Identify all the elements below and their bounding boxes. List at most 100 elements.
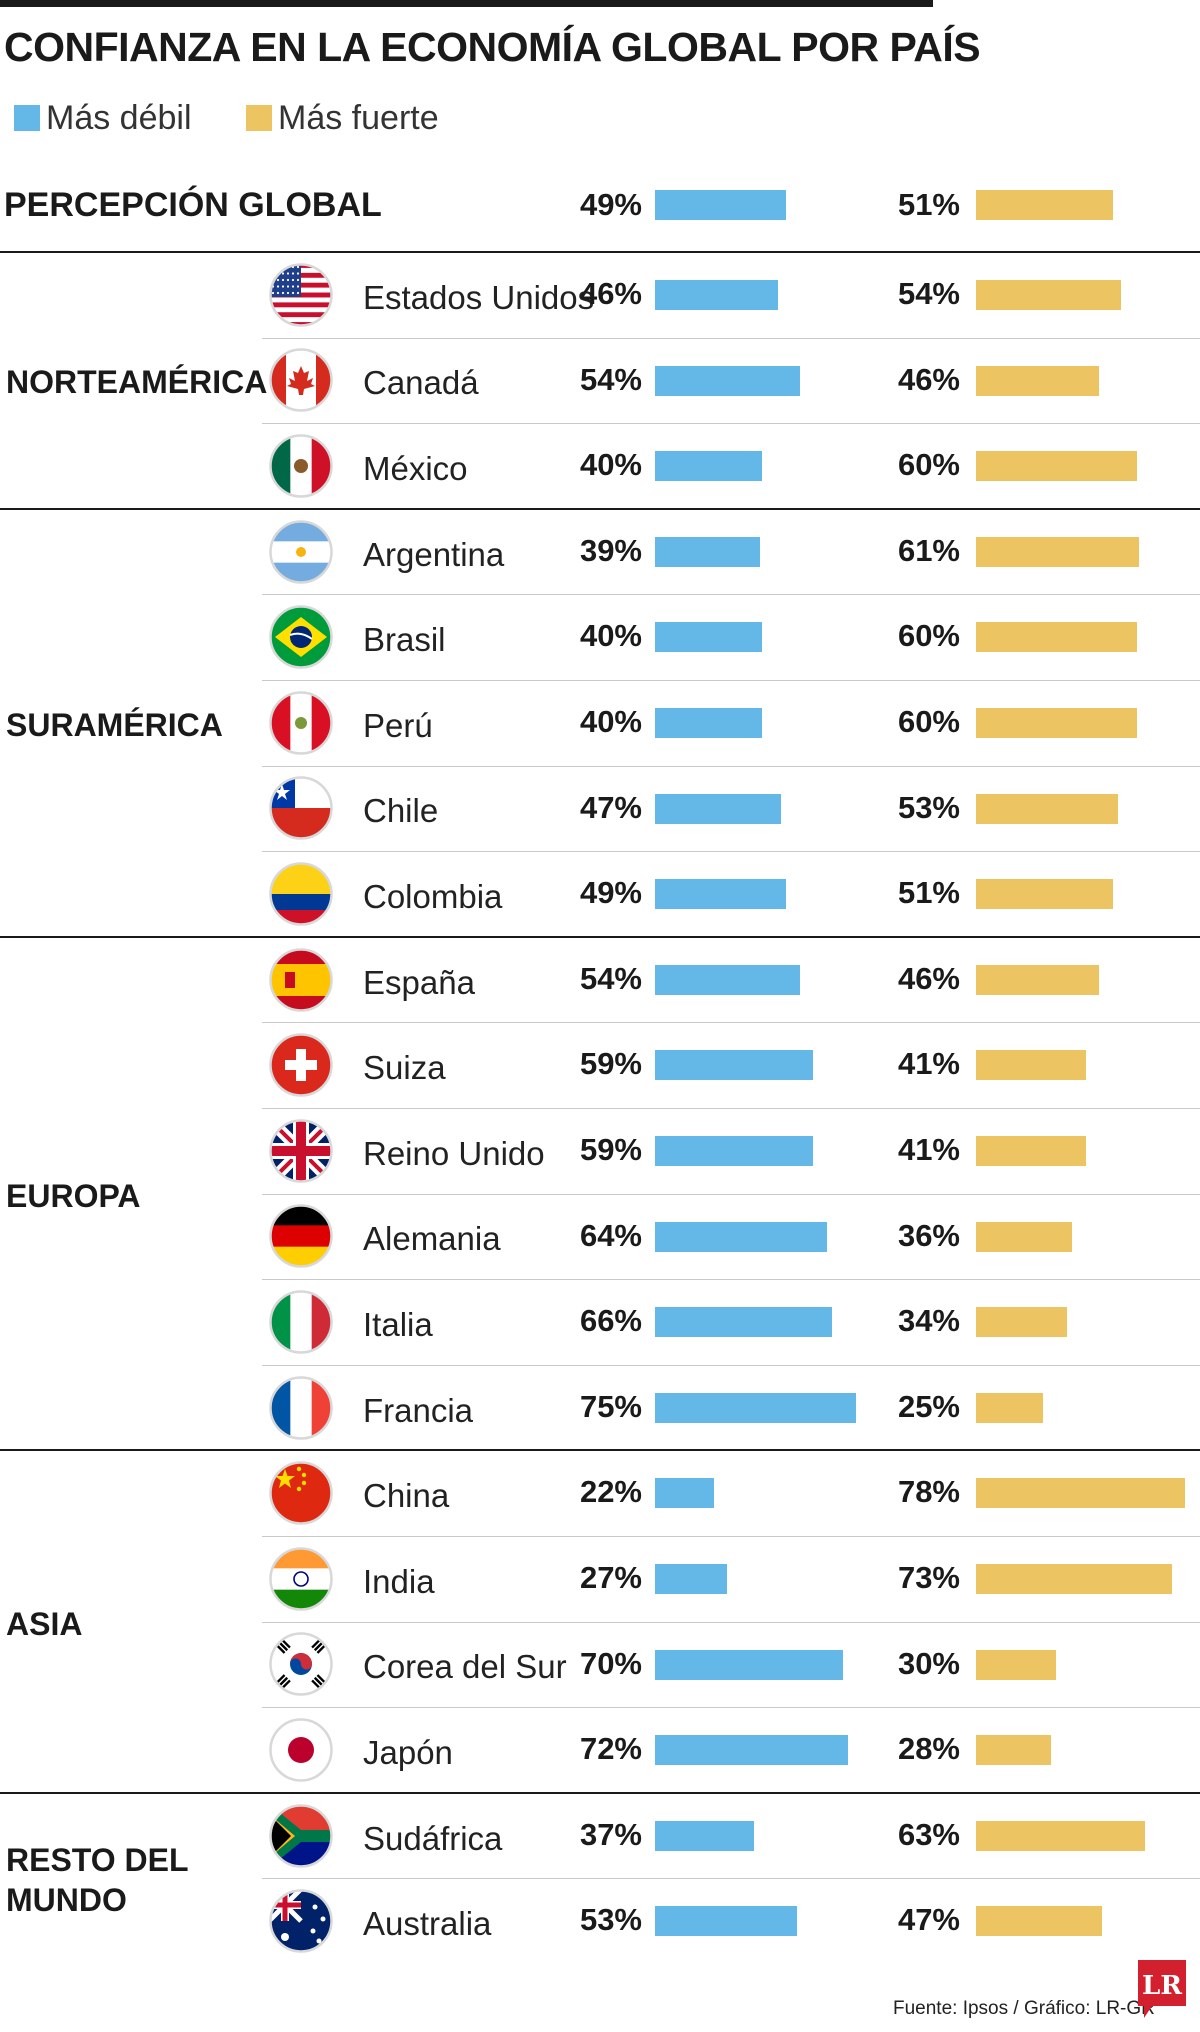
strong-value: 47% [897, 1902, 960, 1938]
weak-value: 59% [579, 1132, 642, 1167]
strong-value: 60% [897, 618, 960, 654]
country-name: Suiza [363, 1049, 446, 1087]
country-name: Italia [363, 1306, 433, 1343]
strong-value: 41% [897, 1132, 960, 1167]
country-name: Colombia [363, 878, 503, 915]
switzerland-flag-icon [269, 1033, 333, 1097]
strong-value: 78% [897, 1474, 960, 1510]
strong-bar [976, 1307, 1068, 1338]
strong-value: 54% [897, 276, 960, 311]
spain-flag-icon [269, 947, 333, 1012]
row-separator [262, 1022, 1200, 1024]
lr-logo-text: LR [1142, 1971, 1182, 2001]
strong-value: 63% [897, 1816, 960, 1852]
country-name: China [363, 1477, 450, 1515]
argentina-flag-icon [269, 519, 333, 584]
japan-flag-icon [269, 1718, 333, 1782]
strong-value: 51% [897, 875, 960, 911]
strong-bar [976, 879, 1113, 910]
australia-flag-icon [269, 1889, 333, 1953]
weak-bar [655, 1221, 827, 1252]
strong-value: 46% [897, 960, 960, 996]
row-separator [262, 1536, 1200, 1537]
italy-flag-icon [269, 1290, 333, 1354]
weak-value: 53% [579, 1902, 642, 1938]
germany-flag-icon [269, 1204, 333, 1269]
country-name: Sudáfrica [363, 1819, 503, 1857]
legend-weak-swatch [14, 105, 40, 131]
row-separator [262, 337, 1200, 339]
strong-bar [976, 622, 1137, 653]
weak-bar [655, 964, 800, 995]
weak-bar [655, 1136, 814, 1166]
weak-value: 54% [579, 960, 642, 996]
weak-value: 70% [579, 1645, 642, 1681]
colombia-flag-icon [269, 862, 333, 926]
country-name: México [363, 450, 468, 487]
weak-bar [655, 1735, 848, 1766]
weak-bar [655, 280, 779, 310]
row-separator [262, 1621, 1200, 1623]
strong-value: 60% [897, 447, 960, 483]
weak-value: 47% [579, 789, 642, 825]
weak-bar [655, 536, 760, 567]
strong-value: 41% [897, 1046, 960, 1082]
weak-value: 75% [579, 1388, 642, 1424]
country-name: India [363, 1562, 435, 1600]
weak-value: 54% [579, 361, 642, 397]
legend-weak: Más débil [14, 96, 192, 140]
source-note: Fuente: Ipsos / Gráfico: LR-GR [893, 1998, 1155, 2019]
country-name: Corea del Sur [363, 1648, 567, 1686]
strong-value: 61% [897, 532, 960, 568]
strong-value: 36% [897, 1217, 960, 1253]
south-africa-flag-icon [269, 1803, 333, 1868]
chile-flag-icon [269, 776, 333, 841]
weak-bar [655, 1820, 755, 1851]
weak-bar [655, 708, 763, 738]
region-label: SURAMÉRICA [6, 706, 223, 743]
weak-value: 40% [579, 447, 642, 483]
weak-bar [655, 1906, 798, 1937]
country-name: Argentina [363, 535, 505, 573]
country-name: Canadá [363, 364, 479, 402]
strong-bar [976, 1136, 1086, 1166]
row-separator [262, 423, 1200, 425]
france-flag-icon [269, 1375, 333, 1440]
country-name: Chile [363, 792, 439, 830]
weak-bar [655, 1478, 714, 1509]
row-separator [262, 765, 1200, 767]
country-name: Australia [363, 1905, 492, 1943]
row-separator [262, 1878, 1200, 1880]
country-name: Reino Unido [363, 1134, 545, 1172]
strong-bar [976, 1649, 1057, 1680]
legend-strong-label: Más fuerte [278, 98, 439, 137]
group-separator [0, 935, 1200, 938]
south-korea-flag-icon [269, 1632, 333, 1697]
country-name: Estados Unidos [363, 278, 595, 316]
group-separator [0, 251, 1200, 253]
row-separator [262, 594, 1200, 596]
strong-value: 25% [897, 1388, 960, 1424]
row-separator [262, 680, 1200, 681]
brazil-flag-icon [269, 605, 333, 669]
weak-bar [655, 1649, 843, 1680]
weak-value: 64% [579, 1217, 642, 1253]
uk-flag-icon [269, 1119, 333, 1183]
mexico-flag-icon [269, 434, 333, 498]
strong-value: 34% [897, 1303, 960, 1339]
strong-value: 60% [897, 704, 960, 739]
row-separator [262, 1193, 1200, 1195]
weak-bar [655, 1564, 728, 1594]
chart-title: CONFIANZA EN LA ECONOMÍA GLOBAL POR PAÍS [4, 24, 981, 70]
country-name: Francia [363, 1391, 474, 1429]
weak-value: 27% [579, 1560, 642, 1595]
global-label: PERCEPCIÓN GLOBAL [4, 186, 382, 224]
weak-bar [655, 622, 763, 653]
india-flag-icon [269, 1547, 333, 1611]
weak-value: 72% [579, 1731, 642, 1767]
region-label: NORTEAMÉRICA [6, 364, 268, 401]
strong-bar [976, 365, 1100, 396]
global-strong-bar [976, 190, 1113, 220]
weak-bar [655, 793, 781, 824]
strong-bar [976, 1820, 1145, 1851]
